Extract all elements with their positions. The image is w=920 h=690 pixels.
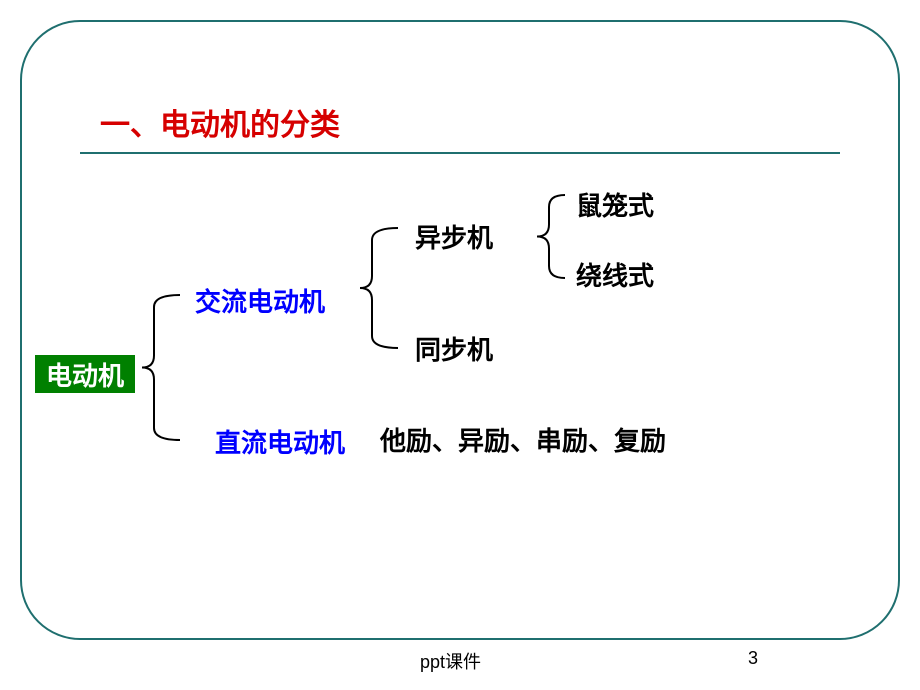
node-async: 异步机 (415, 218, 493, 255)
node-squirrel: 鼠笼式 (576, 186, 654, 223)
node-dc-types: 他励、异励、串励、复励 (380, 421, 666, 458)
footer-page: 3 (748, 648, 758, 669)
node-dc: 直流电动机 (215, 423, 345, 460)
title-underline (80, 152, 840, 154)
slide-title: 一、电动机的分类 (100, 100, 340, 144)
node-wound: 绕线式 (576, 256, 654, 293)
footer-label: ppt课件 (420, 648, 481, 674)
root-node: 电动机 (35, 355, 135, 393)
node-ac: 交流电动机 (195, 282, 325, 319)
node-sync: 同步机 (415, 330, 493, 367)
